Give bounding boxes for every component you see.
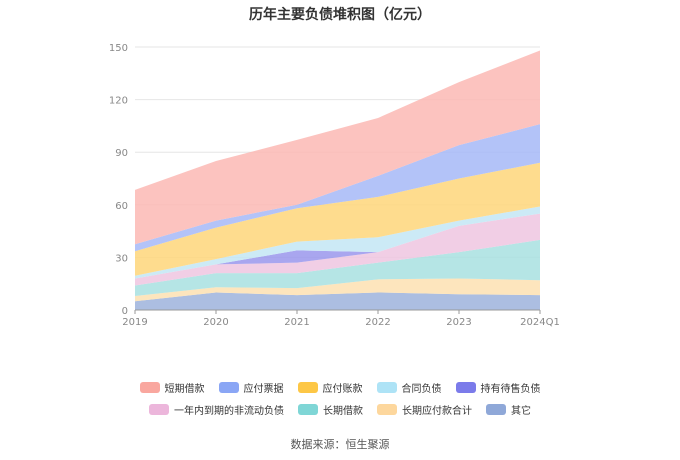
area-series	[135, 213, 540, 279]
legend-swatch	[149, 403, 169, 415]
legend-swatch	[139, 381, 160, 393]
y-tick-label: 30	[115, 253, 128, 264]
legend-label: 应付票据	[243, 383, 284, 395]
legend-label: 合同负债	[401, 383, 442, 395]
area-series	[135, 213, 540, 286]
legend-label: 应付账款	[322, 383, 363, 395]
legend-item[interactable]: 短期借款	[139, 380, 205, 395]
legend-swatch	[377, 403, 397, 415]
x-tick-label: 2020	[203, 317, 228, 328]
area-series	[135, 162, 540, 276]
legend-item[interactable]: 长期借款	[298, 402, 363, 417]
legend-item[interactable]: 长期应付款合计	[377, 402, 472, 417]
area-series	[135, 278, 540, 302]
legend-label: 短期借款	[164, 383, 205, 395]
legend-label: 一年内到期的非流动负债	[174, 405, 284, 417]
chart-title: 历年主要负债堆积图（亿元）	[249, 7, 431, 23]
y-tick-label: 90	[115, 148, 128, 159]
area-series	[135, 292, 540, 310]
legend-label: 其它	[511, 405, 531, 417]
legend-item[interactable]: 应付票据	[218, 380, 284, 395]
y-tick-label: 60	[115, 201, 128, 212]
area-series	[135, 239, 540, 296]
legend-label: 持有待售负债	[480, 383, 541, 395]
legend-swatch	[376, 381, 397, 393]
area-series	[135, 206, 540, 279]
area-series	[135, 124, 540, 252]
legend-item[interactable]: 持有待售负债	[455, 380, 541, 395]
legend: 短期借款 应付票据 应付账款 合同负债 持有待售负债一年内到期的非流动负债 长期借款 长期应…	[120, 376, 560, 420]
legend-swatch	[218, 381, 239, 393]
area-series	[135, 50, 540, 245]
x-tick-label: 2023	[446, 317, 471, 328]
legend-swatch	[486, 403, 506, 415]
legend-row: 一年内到期的非流动负债 长期借款 长期应付款合计 其它	[120, 398, 560, 420]
legend-swatch	[455, 381, 476, 393]
legend-item[interactable]: 一年内到期的非流动负债	[149, 402, 284, 417]
legend-swatch	[298, 403, 318, 415]
y-tick-label: 150	[109, 43, 128, 54]
y-tick-label: 120	[109, 96, 128, 107]
legend-item[interactable]: 应付账款	[297, 380, 363, 395]
x-tick-label: 2019	[122, 317, 147, 328]
y-tick-label: 0	[122, 306, 128, 317]
legend-label: 长期借款	[323, 405, 363, 417]
x-tick-label: 2021	[284, 317, 309, 328]
legend-item[interactable]: 其它	[486, 402, 531, 417]
legend-label: 长期应付款合计	[402, 405, 472, 417]
x-tick-label: 2022	[365, 317, 390, 328]
legend-row: 短期借款 应付票据 应付账款 合同负债 持有待售负债	[120, 376, 560, 398]
legend-swatch	[297, 381, 318, 393]
legend-item[interactable]: 合同负债	[376, 380, 442, 395]
x-tick-label: 2024Q1	[520, 317, 560, 328]
stacked-area-chart: 0 30 60 90 120 150 2019 2020 2021 2022 2023 2024Q1	[109, 43, 560, 328]
data-source-note: 数据来源：恒生聚源	[290, 438, 390, 451]
